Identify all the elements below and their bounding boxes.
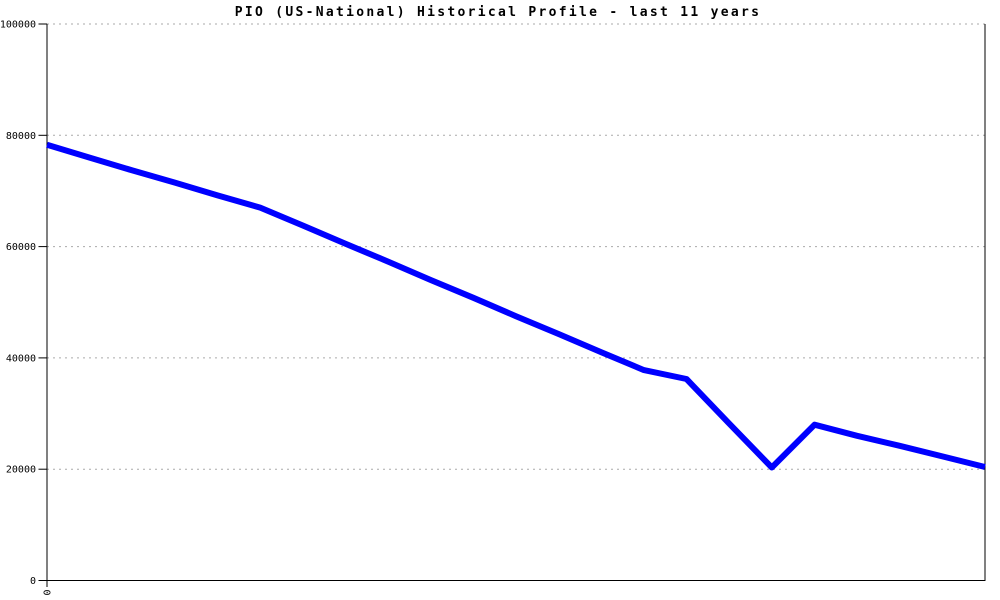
plot-border: [46, 24, 986, 581]
y-tick-label: 40000: [6, 353, 36, 364]
y-tick-label: 20000: [6, 465, 36, 476]
x-tick-label: 0: [41, 589, 52, 595]
y-tick-label: 60000: [6, 242, 36, 253]
y-tick-label: 100000: [0, 20, 36, 31]
chart-title: PIO (US-National) Historical Profile - l…: [234, 5, 762, 20]
series-line: [46, 141, 986, 471]
y-tick-label: 0: [30, 576, 36, 587]
y-tick-label: 80000: [6, 131, 36, 142]
